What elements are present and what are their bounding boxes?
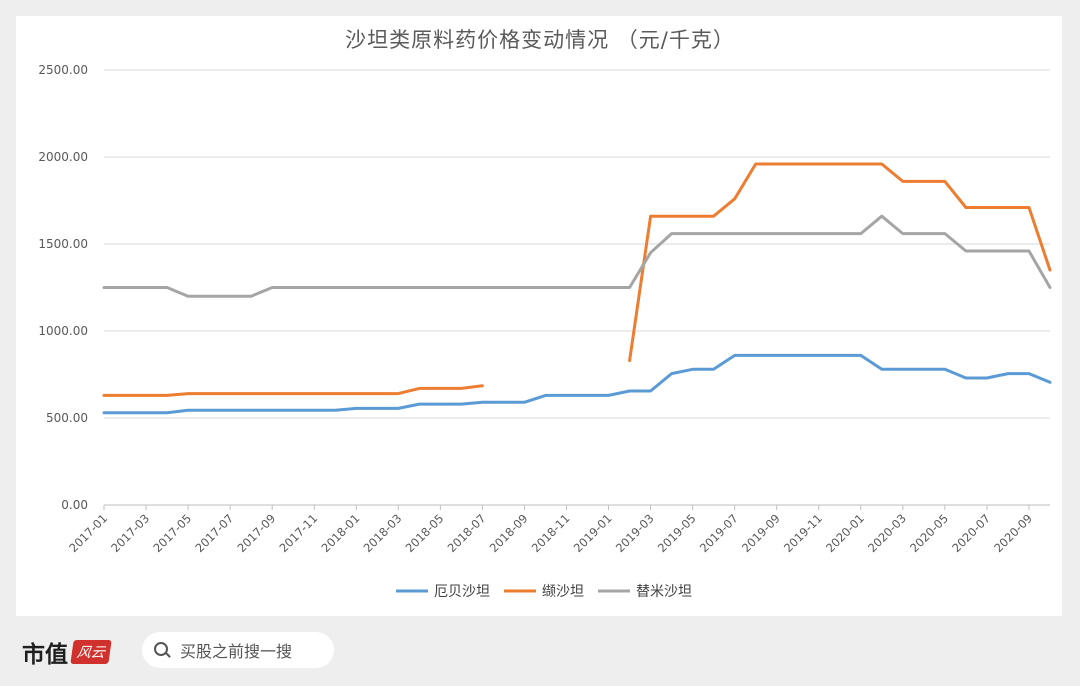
x-tick-label: 2019-03 — [613, 511, 657, 555]
grid-lines — [104, 69, 1050, 506]
search-icon — [154, 642, 170, 658]
y-tick-label: 2500.00 — [38, 63, 88, 77]
x-tick-label: 2017-07 — [192, 511, 236, 555]
x-tick-label: 2019-07 — [697, 511, 741, 555]
chart-card — [16, 16, 1062, 616]
x-tick-label: 2017-11 — [276, 511, 320, 555]
legend-label: 厄贝沙坦 — [434, 584, 490, 600]
legend-label: 替米沙坦 — [636, 584, 692, 600]
legend: 厄贝沙坦 缬沙坦 替米沙坦 — [396, 584, 692, 600]
y-tick-label: 1500.00 — [38, 237, 88, 251]
x-tick-label: 2018-03 — [361, 511, 405, 555]
x-tick-label: 2018-09 — [487, 511, 531, 555]
x-tick-label: 2020-07 — [949, 511, 993, 555]
x-tick-label: 2017-09 — [234, 511, 278, 555]
x-tick-label: 2020-01 — [823, 511, 867, 555]
search-placeholder: 买股之前搜一搜 — [180, 642, 293, 661]
x-tick-label: 2018-05 — [403, 511, 447, 555]
y-tick-label: 0.00 — [61, 498, 88, 512]
series-lines — [102, 162, 1052, 415]
x-tick-label: 2019-01 — [571, 511, 615, 555]
x-tick-label: 2019-11 — [781, 511, 825, 555]
series-line-替米沙坦 — [102, 214, 1052, 298]
x-tick-label: 2017-03 — [108, 511, 152, 555]
x-axis-labels: 2017-012017-032017-052017-072017-092017-… — [66, 505, 1035, 555]
series-line-厄贝沙坦 — [102, 353, 1052, 415]
y-tick-label: 1000.00 — [38, 324, 88, 338]
line-chart: 0.00 500.00 1000.00 1500.00 2000.00 2500.00 2… — [38, 63, 1052, 600]
y-tick-label: 500.00 — [46, 411, 88, 425]
x-tick-label: 2018-11 — [529, 511, 573, 555]
x-tick-label: 2020-03 — [865, 511, 909, 555]
series-line-缬沙坦 — [628, 162, 1052, 363]
x-tick-label: 2020-05 — [907, 511, 951, 555]
chart-title: 沙坦类原料药价格变动情况 （元/千克） — [345, 28, 735, 52]
x-tick-label: 2017-01 — [66, 511, 110, 555]
x-tick-label: 2017-05 — [150, 511, 194, 555]
search-input[interactable]: 买股之前搜一搜 — [142, 632, 334, 668]
series-line-缬沙坦 — [102, 384, 484, 397]
brand-logo: 市值 风云 — [22, 634, 112, 670]
brand-name: 市值 — [22, 641, 68, 668]
y-axis-labels: 0.00 500.00 1000.00 1500.00 2000.00 2500.00 — [38, 63, 88, 512]
footer-bar: 市值 风云 买股之前搜一搜 — [0, 618, 1080, 686]
x-tick-label: 2019-05 — [655, 511, 699, 555]
x-tick-label: 2020-09 — [991, 511, 1035, 555]
legend-label: 缬沙坦 — [542, 584, 584, 600]
brand-stamp: 风云 — [70, 640, 112, 664]
x-tick-label: 2018-07 — [445, 511, 489, 555]
x-tick-label: 2019-09 — [739, 511, 783, 555]
x-tick-label: 2018-01 — [319, 511, 363, 555]
y-tick-label: 2000.00 — [38, 150, 88, 164]
